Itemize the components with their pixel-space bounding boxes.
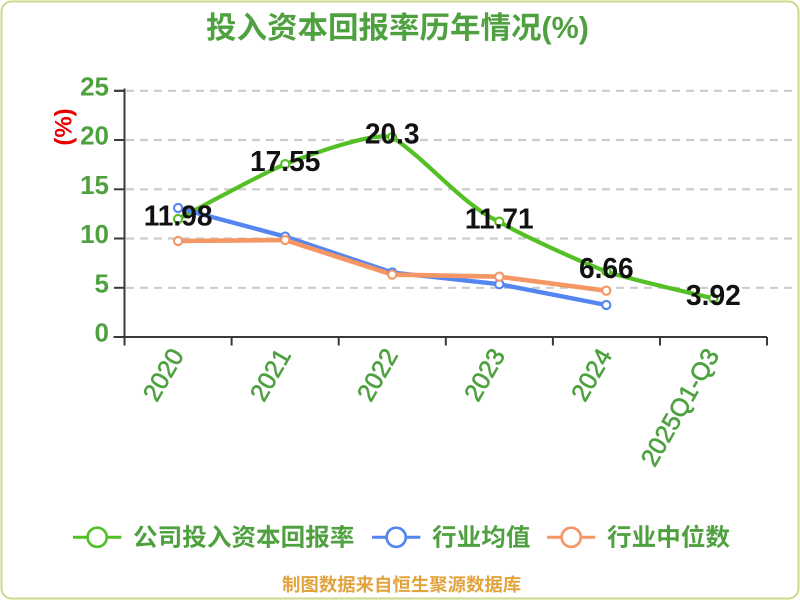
svg-text:3.92: 3.92	[686, 280, 741, 312]
svg-text:11.71: 11.71	[465, 203, 534, 235]
svg-text:6.66: 6.66	[579, 253, 634, 285]
svg-text:20.3: 20.3	[365, 118, 420, 150]
svg-text:15: 15	[80, 170, 109, 200]
svg-text:10: 10	[80, 219, 109, 249]
svg-text:5: 5	[95, 269, 109, 299]
svg-text:25: 25	[80, 72, 109, 102]
svg-text:17.55: 17.55	[250, 145, 320, 177]
svg-text:(%): (%)	[51, 108, 78, 145]
svg-text:0: 0	[95, 318, 109, 348]
svg-text:20: 20	[80, 121, 109, 151]
svg-text:11.98: 11.98	[144, 200, 213, 232]
svg-text:(%): (%)	[542, 11, 589, 45]
